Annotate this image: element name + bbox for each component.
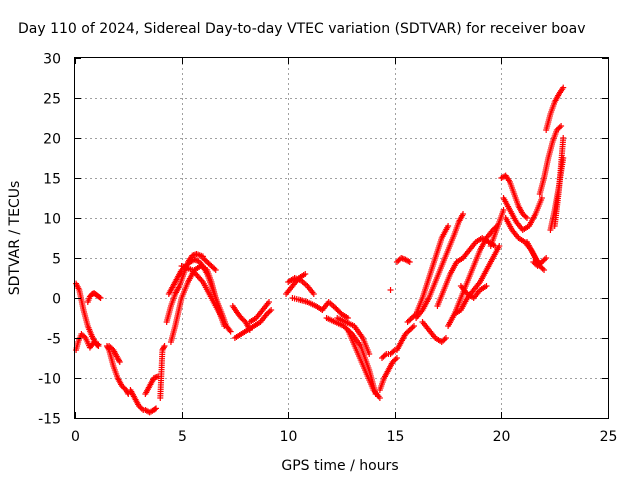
data-point	[538, 195, 545, 201]
data-points	[73, 84, 567, 416]
data-point	[543, 255, 550, 261]
plot-frame	[74, 57, 609, 419]
x-tick-labels: 0 5 10 15 20 25	[71, 429, 617, 445]
x-tick-label: 20	[493, 429, 511, 445]
data-point	[500, 207, 507, 213]
data-point	[442, 335, 449, 341]
y-tick-label: 0	[52, 292, 61, 308]
y-tick-label: 15	[43, 172, 61, 188]
data-point	[212, 267, 219, 273]
y-tick-label: 25	[43, 92, 61, 108]
y-tick-label: -5	[47, 332, 61, 348]
x-tick-label: 5	[178, 429, 187, 445]
y-tick-label: 20	[43, 132, 61, 148]
data-point	[523, 215, 530, 221]
x-axis-label: GPS time / hours	[281, 458, 398, 474]
data-point	[406, 259, 413, 265]
data-point	[151, 406, 158, 413]
data-point	[160, 344, 167, 351]
data-point	[268, 307, 275, 313]
gridlines	[75, 58, 608, 418]
y-tick-label: 5	[52, 252, 61, 268]
x-tick-label: 25	[600, 429, 618, 445]
data-point	[161, 343, 168, 349]
data-point	[153, 405, 160, 412]
y-tick-label: 10	[43, 212, 61, 228]
data-point	[116, 359, 123, 365]
data-point	[560, 84, 567, 91]
data-point	[227, 328, 234, 335]
chart-title: Day 110 of 2024, Sidereal Day-to-day VTE…	[18, 21, 586, 37]
y-axis-label: SDTVAR / TECUs	[7, 181, 23, 296]
data-point	[219, 315, 226, 321]
y-tick-label: -15	[38, 412, 61, 428]
data-point	[96, 294, 103, 301]
data-point	[302, 271, 309, 277]
data-point	[387, 287, 394, 293]
x-tick-label: 15	[387, 429, 405, 445]
data-point	[95, 341, 102, 348]
data-point	[376, 395, 383, 401]
data-point	[445, 223, 452, 229]
data-point	[483, 283, 490, 289]
y-tick-label: -10	[38, 372, 61, 388]
x-tick-label: 0	[71, 429, 80, 445]
data-point	[410, 323, 417, 329]
data-point	[541, 267, 548, 273]
data-point	[116, 357, 123, 364]
data-point	[560, 135, 567, 141]
data-point	[366, 351, 373, 357]
data-point	[310, 291, 317, 297]
data-point	[393, 355, 400, 361]
data-point	[558, 123, 565, 129]
axis-ticks	[75, 58, 609, 419]
data-point	[266, 299, 273, 305]
data-point	[460, 211, 467, 217]
data-point	[97, 295, 104, 301]
x-tick-label: 10	[280, 429, 298, 445]
y-tick-label: 30	[43, 52, 61, 68]
y-tick-labels: -15 -10 -5 0 5 10 15 20 25 30	[38, 52, 61, 428]
